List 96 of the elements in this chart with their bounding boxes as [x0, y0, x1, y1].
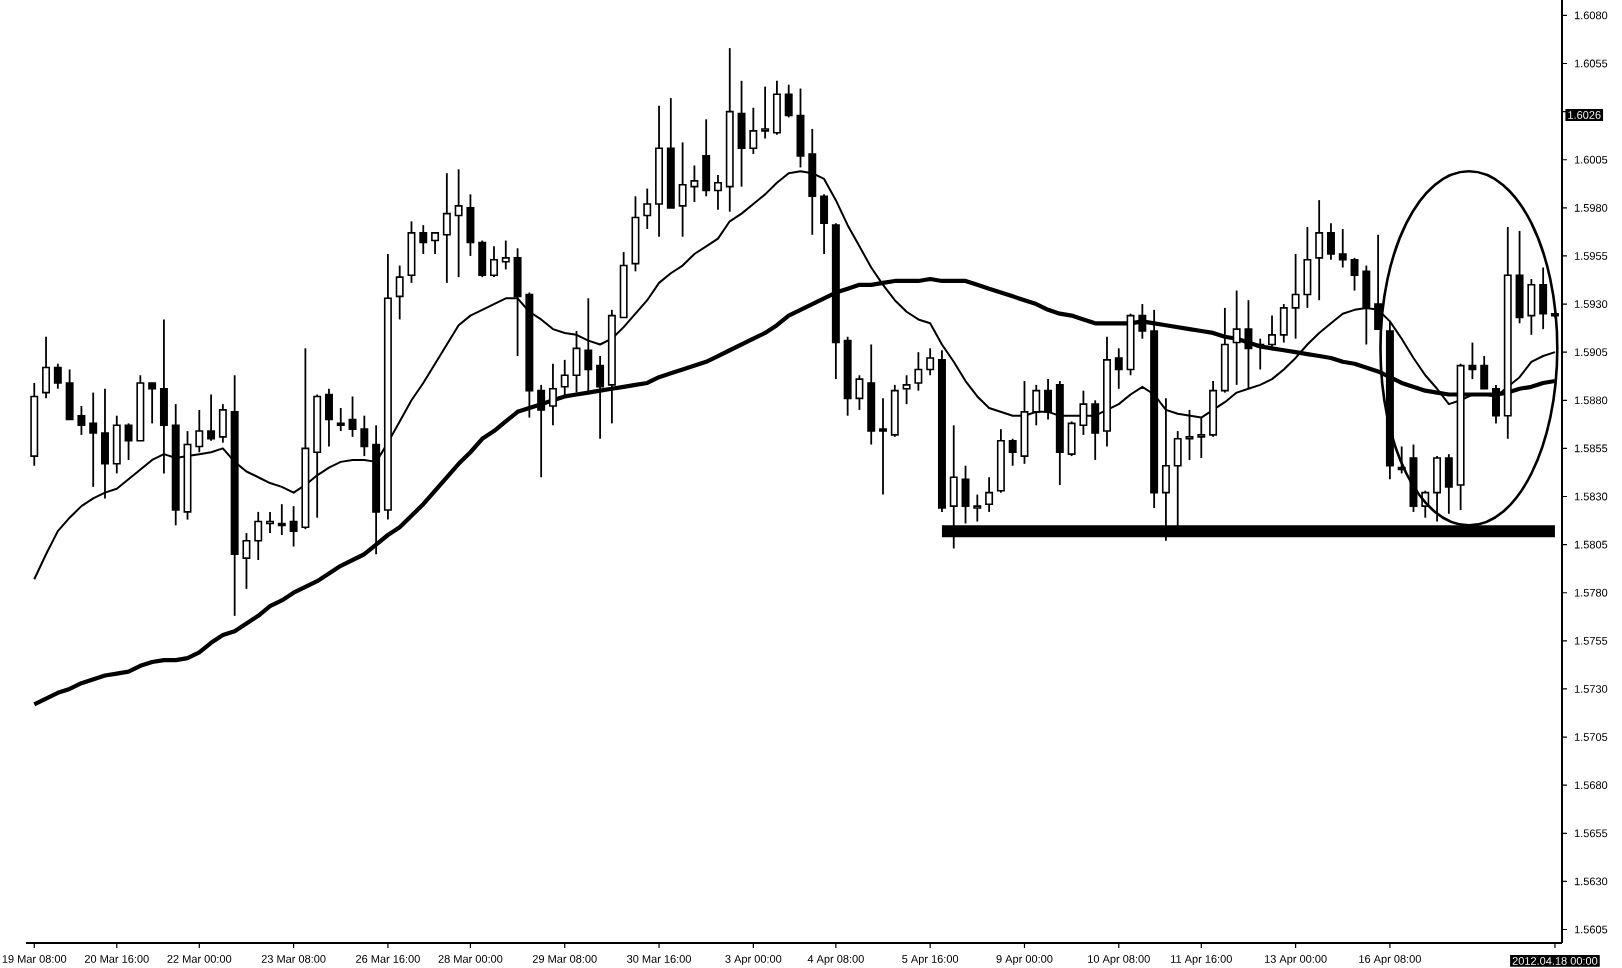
x-tick-label: 26 Mar 16:00 — [356, 955, 420, 963]
candlestick — [855, 374, 864, 411]
candlestick — [207, 393, 216, 442]
candlestick — [148, 382, 157, 425]
candlestick — [336, 407, 345, 432]
x-tick-label: 2012.04.18 00:00 — [1512, 957, 1598, 965]
candlestick — [254, 511, 263, 561]
x-tick-label: 20 Mar 16:00 — [84, 955, 149, 963]
candlestick — [77, 405, 86, 436]
candlestick — [1185, 409, 1194, 461]
candlestick — [360, 414, 369, 457]
candlestick — [1350, 256, 1359, 292]
y-tick-label: 1.6080 — [1574, 11, 1608, 20]
y-tick-label: 1.5830 — [1574, 492, 1608, 501]
candlestick — [643, 187, 652, 230]
candlestick — [1044, 378, 1053, 421]
y-tick-label: 1.5880 — [1574, 396, 1608, 405]
y-tick-label: 1.5755 — [1574, 637, 1608, 645]
y-tick-label: 1.5805 — [1574, 540, 1608, 549]
candlestick — [713, 174, 722, 211]
y-tick-label: 1.5905 — [1574, 348, 1608, 357]
candlestick — [584, 297, 593, 394]
candlestick — [596, 355, 605, 440]
y-tick-label: 1.5980 — [1574, 203, 1608, 212]
y-tick-label: 1.5780 — [1574, 588, 1608, 597]
candlestick — [348, 395, 357, 438]
x-tick-label: 9 Apr 00:00 — [996, 955, 1053, 966]
x-tick-label: 30 Mar 16:00 — [627, 955, 691, 963]
candlestick — [431, 231, 440, 255]
y-tick-label: 1.5705 — [1574, 733, 1608, 741]
candlestick — [784, 83, 793, 119]
y-tick-label: 1.5955 — [1574, 252, 1608, 260]
candlestick — [195, 409, 204, 454]
y-tick-label: 1.5855 — [1574, 444, 1608, 453]
candlestick — [1268, 314, 1276, 348]
x-tick-label: 29 Mar 08:00 — [532, 955, 597, 963]
x-tick-label: 13 Apr 00:00 — [1264, 955, 1327, 966]
y-tick-label: 1.5680 — [1574, 781, 1608, 790]
y-tick-label: 1.5605 — [1574, 925, 1608, 934]
candlestick — [1326, 222, 1335, 261]
candlestick — [548, 362, 557, 427]
candlestick — [1197, 416, 1206, 459]
candlestick — [1480, 355, 1489, 390]
candlestick — [985, 476, 994, 513]
candlestick — [926, 347, 935, 377]
x-tick-label: 19 Mar 08:00 — [2, 955, 67, 963]
candlestick — [761, 85, 770, 140]
candlestick — [1291, 253, 1300, 340]
x-tick-label: 10 Apr 08:00 — [1088, 955, 1150, 966]
candlestick — [1079, 389, 1088, 436]
candlestick — [1114, 347, 1123, 390]
candlestick — [1468, 341, 1477, 381]
candlestick — [490, 245, 498, 279]
candlestick — [442, 172, 451, 284]
x-tick-label: 22 Mar 00:00 — [167, 955, 232, 963]
candlestick — [1256, 337, 1265, 371]
candlestick — [678, 141, 687, 238]
candlestick — [879, 397, 887, 496]
candlestick — [1232, 289, 1241, 386]
candlestick — [277, 503, 286, 536]
x-tick-label: 23 Mar 08:00 — [261, 955, 326, 963]
candlestick — [749, 106, 758, 155]
candlestick — [902, 374, 911, 406]
candlestick — [124, 422, 133, 461]
candlestick — [289, 505, 298, 548]
x-tick-label: 16 Apr 08:00 — [1359, 955, 1421, 966]
candlestick — [1032, 383, 1041, 427]
candlestick — [1138, 303, 1147, 340]
candlestick — [89, 391, 98, 488]
x-tick-label: 4 Apr 08:00 — [807, 955, 864, 966]
candlestick — [1244, 299, 1253, 390]
candlestick — [537, 383, 546, 479]
candlestick — [454, 168, 463, 279]
y-tick-label: 1.5630 — [1574, 877, 1608, 886]
candlestick — [395, 264, 404, 321]
y-tick-label: 1.6005 — [1574, 155, 1608, 164]
candlestick — [501, 239, 510, 271]
y-tick-label: 1.5930 — [1574, 300, 1608, 308]
candlestick — [690, 164, 699, 203]
candlestick — [1008, 437, 1017, 467]
x-tick-label: 11 Apr 16:00 — [1171, 955, 1232, 966]
x-tick-label: 5 Apr 16:00 — [902, 955, 959, 966]
candlestick — [973, 493, 982, 523]
candlestick — [242, 532, 251, 590]
y-tick-label: 1.5730 — [1574, 685, 1608, 693]
candlestick — [914, 351, 923, 392]
text: 1.6026 — [1568, 111, 1601, 119]
y-tick-label: 1.5655 — [1574, 829, 1608, 838]
candlestick — [419, 224, 428, 255]
candlestick — [266, 511, 275, 534]
x-tick-label: 3 Apr 00:00 — [725, 955, 782, 966]
candlestick — [1338, 228, 1347, 269]
y-tick-label: 1.6055 — [1574, 59, 1608, 68]
x-tick-label: 28 Mar 00:00 — [438, 955, 503, 963]
candlestick — [53, 362, 62, 390]
candlestick — [560, 358, 569, 398]
